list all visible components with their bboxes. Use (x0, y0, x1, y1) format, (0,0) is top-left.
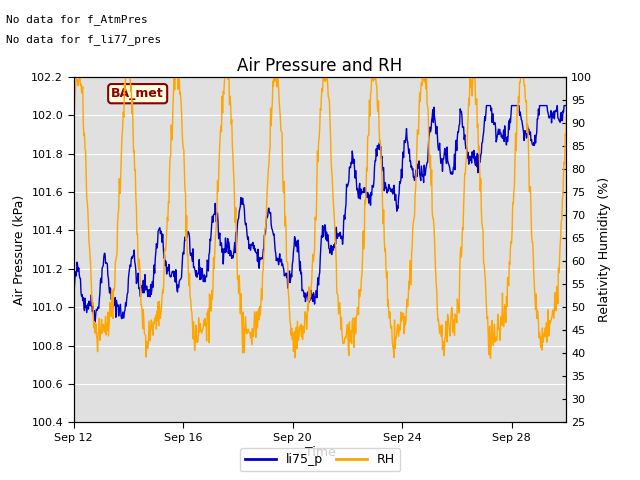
Legend: li75_p, RH: li75_p, RH (240, 448, 400, 471)
Text: No data for f_li77_pres: No data for f_li77_pres (6, 34, 162, 45)
Text: BA_met: BA_met (111, 87, 164, 100)
Text: No data for f_AtmPres: No data for f_AtmPres (6, 14, 148, 25)
Title: Air Pressure and RH: Air Pressure and RH (237, 57, 403, 75)
Y-axis label: Air Pressure (kPa): Air Pressure (kPa) (13, 194, 26, 305)
Y-axis label: Relativity Humidity (%): Relativity Humidity (%) (598, 177, 611, 322)
X-axis label: Time: Time (305, 445, 335, 458)
